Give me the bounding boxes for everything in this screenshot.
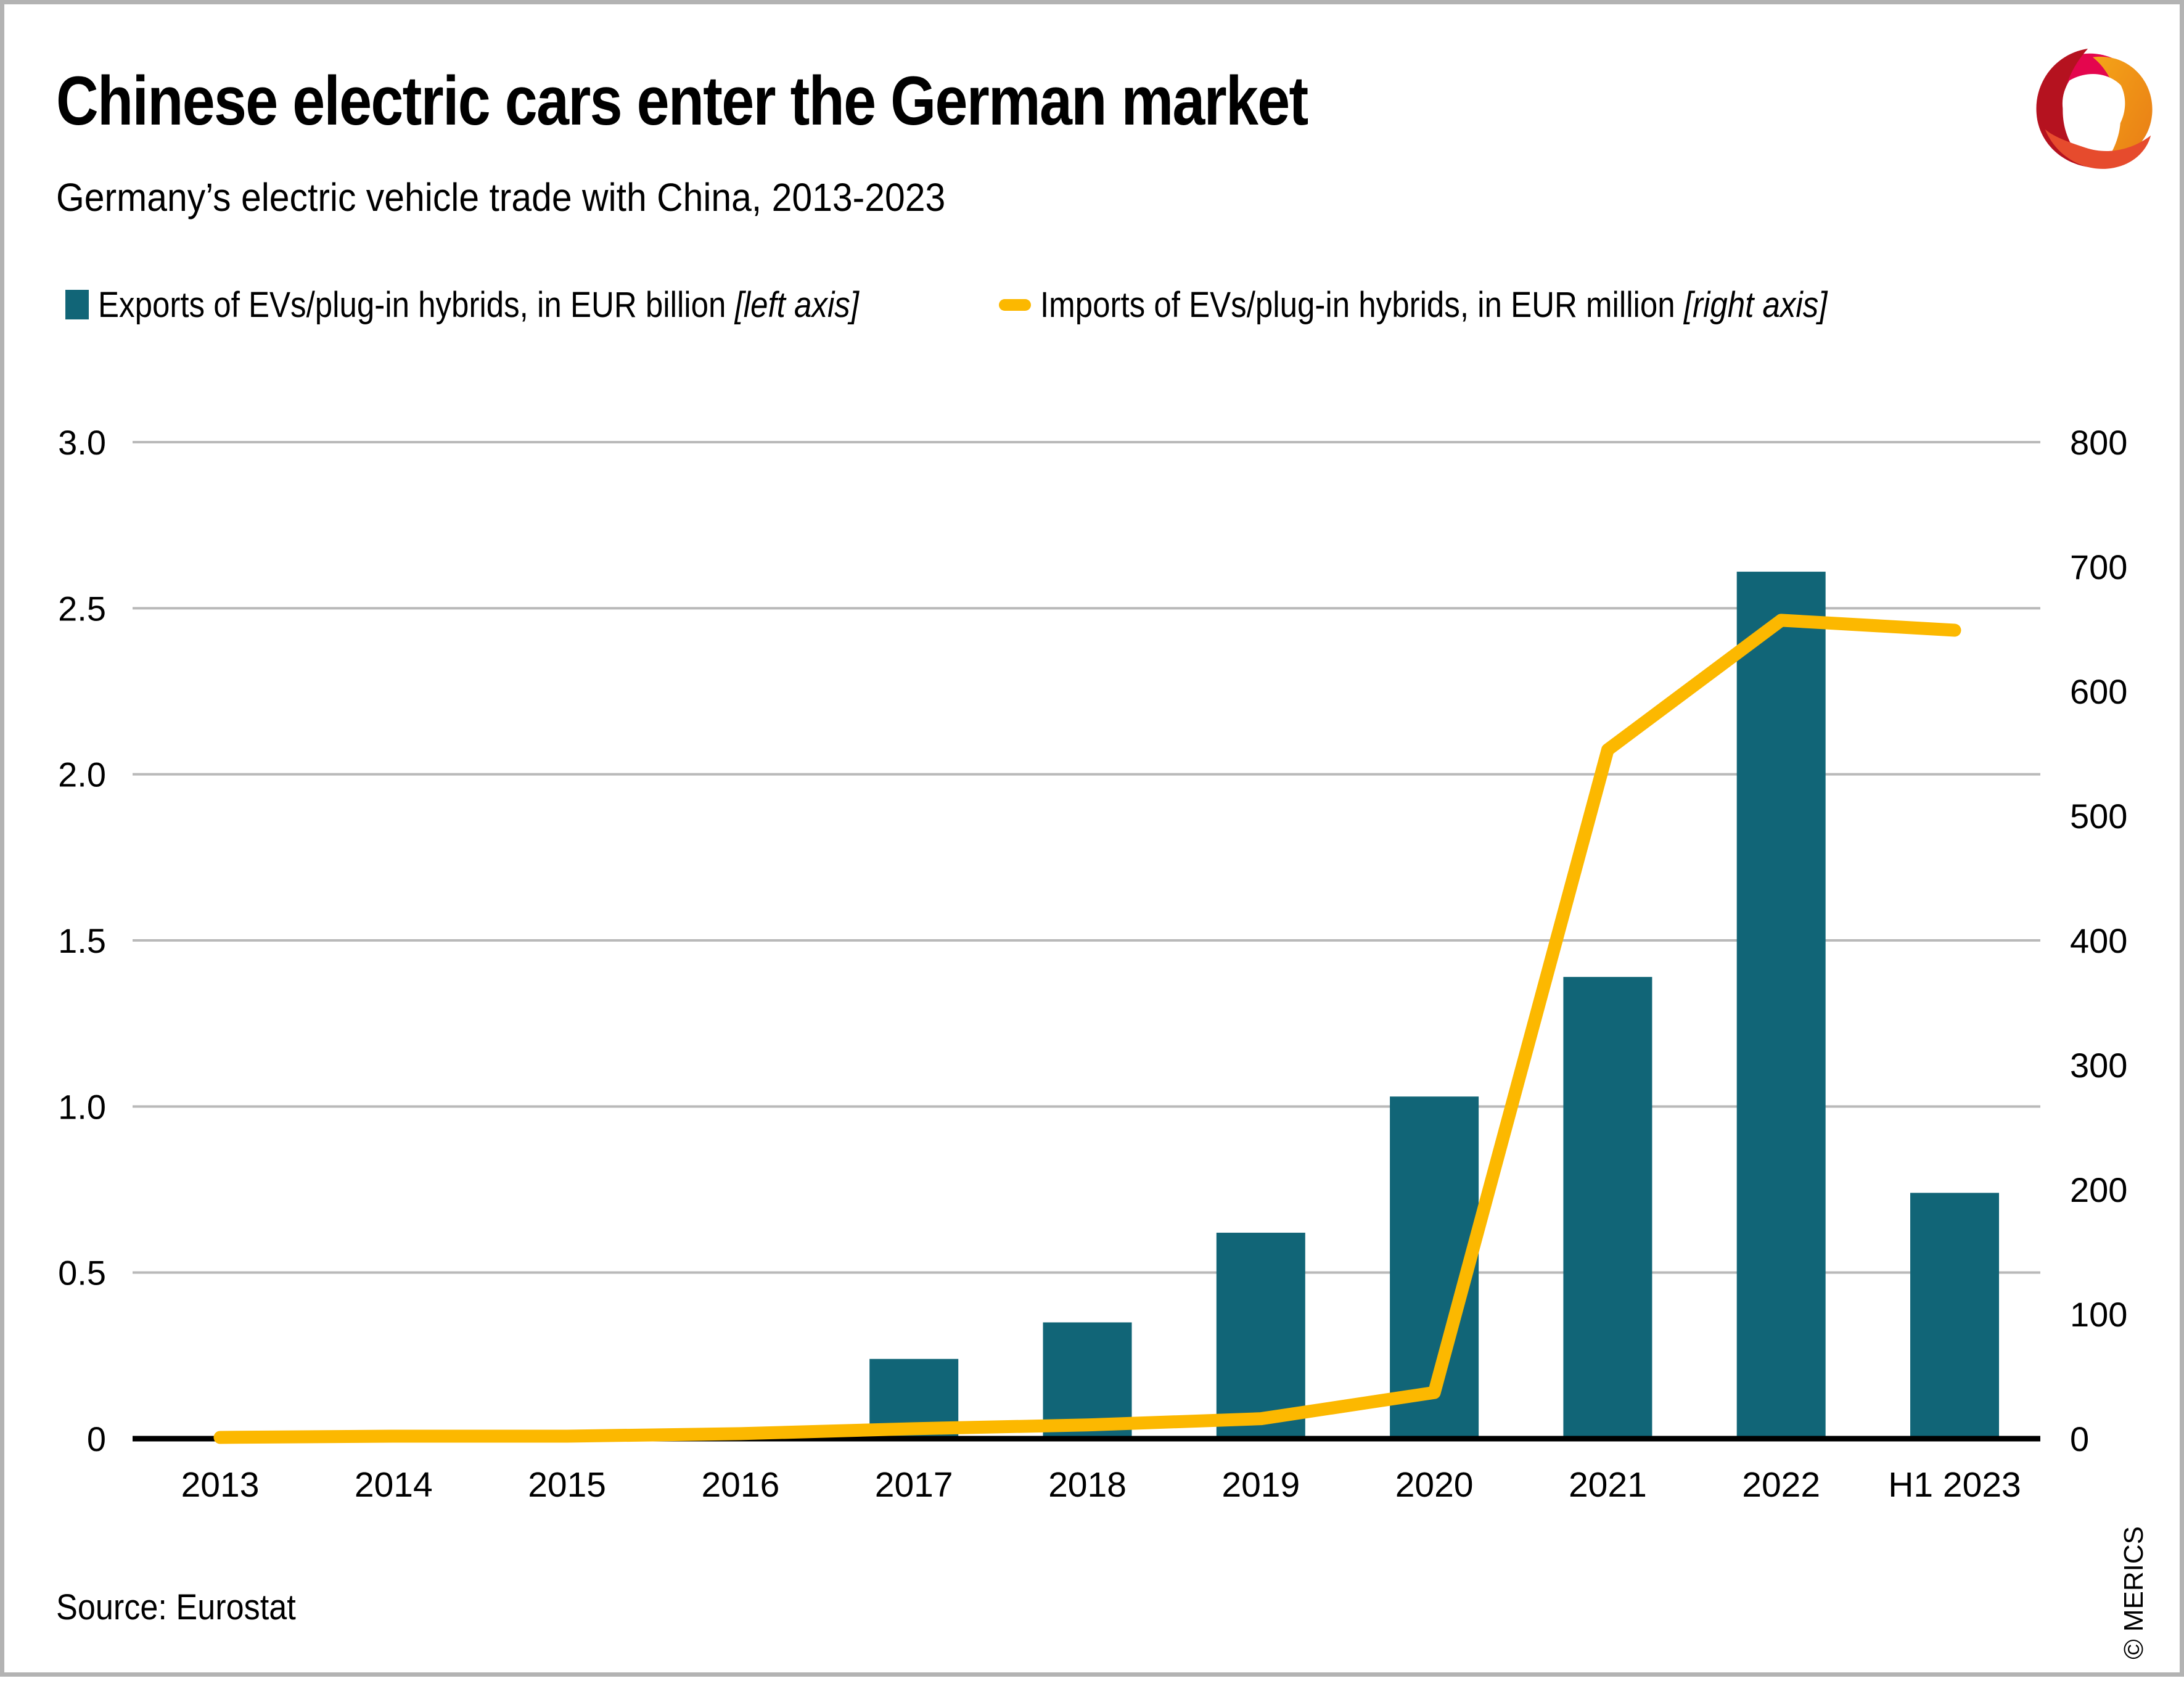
left-axis-tick-2.5: 2.5: [58, 589, 106, 628]
x-axis-label-2018: 2018: [1048, 1465, 1127, 1505]
copyright-note: © MERICS: [2119, 1526, 2149, 1659]
x-axis-label-2013: 2013: [181, 1465, 260, 1505]
export-bar-2022: [1736, 572, 1826, 1439]
logo-white-center: [2062, 73, 2125, 138]
right-axis-tick-800: 800: [2070, 423, 2127, 462]
logo-red-orange-ribbon: [2045, 129, 2151, 169]
imports-swatch-icon: [999, 298, 1031, 311]
x-axis-label-2014: 2014: [355, 1465, 433, 1505]
left-axis-tick-0: 0: [87, 1420, 106, 1458]
x-axis-label-2016: 2016: [701, 1465, 779, 1505]
left-axis-tick-2: 2.0: [58, 755, 106, 794]
ev-trade-chart: 0 0.5 1.0 1.5 2.0 2.5 3.0 0 100 200 300 400 500 600 70…: [58, 423, 2127, 1505]
right-axis-tick-700: 700: [2070, 548, 2127, 586]
export-bar-2019: [1216, 1233, 1305, 1439]
source-note: Source: Eurostat: [56, 1587, 296, 1627]
right-axis-tick-500: 500: [2070, 797, 2127, 836]
legend-axis-note-right: [right axis]: [1683, 284, 1828, 325]
left-axis-tick-0.5: 0.5: [58, 1254, 106, 1293]
legend-label-imports: Imports of EVs/plug-in hybrids, in EUR m…: [1040, 284, 1827, 326]
right-axis-tick-600: 600: [2070, 672, 2127, 711]
legend-axis-note-left: [left axis]: [734, 284, 859, 325]
x-axis-label-2017: 2017: [875, 1465, 953, 1505]
right-axis-tick-200: 200: [2070, 1170, 2127, 1209]
right-axis-tick-400: 400: [2070, 921, 2127, 960]
legend: Exports of EVs/plug-in hybrids, in EUR b…: [4, 284, 2180, 326]
x-axis-label-2020: 2020: [1395, 1465, 1474, 1505]
x-axis-label-H1 2023: H1 2023: [1888, 1465, 2021, 1505]
export-bar-H1 2023: [1910, 1193, 1999, 1439]
legend-item-exports: Exports of EVs/plug-in hybrids, in EUR b…: [65, 284, 963, 326]
x-axis-label-2019: 2019: [1221, 1465, 1300, 1505]
right-axis-tick-100: 100: [2070, 1295, 2127, 1334]
right-axis-tick-300: 300: [2070, 1046, 2127, 1085]
export-bar-2021: [1563, 977, 1652, 1439]
legend-label-imports-text: Imports of EVs/plug-in hybrids, in EUR m…: [1040, 284, 1675, 325]
right-axis-tick-0: 0: [2070, 1420, 2089, 1458]
legend-label-exports-text: Exports of EVs/plug-in hybrids, in EUR b…: [98, 284, 726, 325]
legend-item-imports: Imports of EVs/plug-in hybrids, in EUR m…: [999, 284, 1935, 326]
left-axis-tick-3: 3.0: [58, 423, 106, 462]
merics-logo: [2036, 48, 2153, 169]
left-axis-tick-1: 1.0: [58, 1087, 106, 1126]
exports-swatch-icon: [65, 290, 89, 319]
page-title: Chinese electric cars enter the German m…: [56, 62, 1308, 139]
x-axis-label-2015: 2015: [528, 1465, 606, 1505]
x-axis-label-2021: 2021: [1569, 1465, 1647, 1505]
imports-line: [213, 614, 1961, 1444]
legend-label-exports: Exports of EVs/plug-in hybrids, in EUR b…: [98, 284, 859, 326]
page-subtitle: Germany’s electric vehicle trade with Ch…: [56, 175, 946, 220]
left-axis-tick-1.5: 1.5: [58, 921, 106, 960]
x-axis-label-2022: 2022: [1742, 1465, 1820, 1505]
